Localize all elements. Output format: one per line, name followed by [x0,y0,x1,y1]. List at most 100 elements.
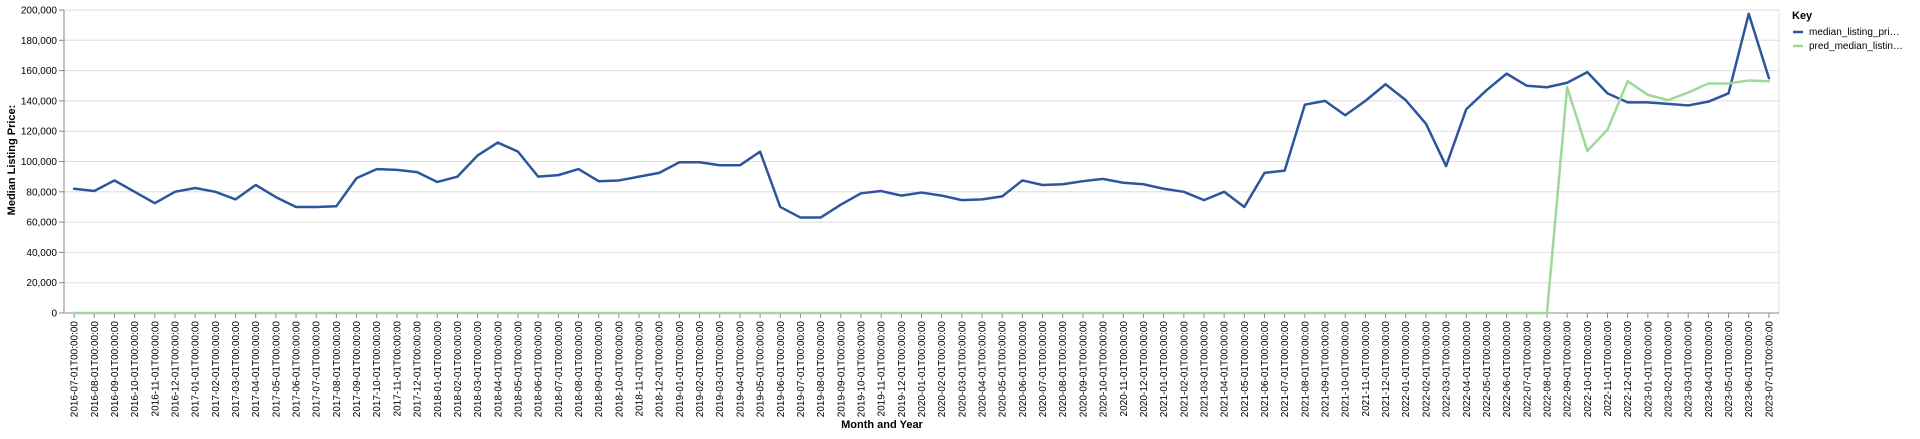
y-tick-label: 160,000 [21,66,58,77]
x-tick-label: 2017-06-01T00:00:00 [292,321,303,418]
x-tick-label: 2019-08-01T00:00:00 [816,321,827,418]
x-tick-label: 2020-02-01T00:00:00 [937,321,948,418]
x-tick-label: 2019-01-01T00:00:00 [675,321,686,418]
x-tick-label: 2017-09-01T00:00:00 [352,321,363,418]
y-axis-ticks: 0 20,000 40,000 60,000 80,000 100,000 120,000 1… [21,6,64,320]
series-line-pred-median-listing-price [72,79,1771,315]
legend-label-pred-median-listing-price: pred_median_listin… [1809,41,1903,52]
x-tick-label: 2022-10-01T00:00:00 [1583,321,1594,418]
series-line-median-listing-price [72,12,1771,219]
legend-label-median-listing-price: median_listing_pri… [1809,27,1900,38]
x-tick-label: 2017-05-01T00:00:00 [271,321,282,418]
legend-item-median-listing-price[interactable]: median_listing_pri… [1793,27,1900,38]
x-tick-label: 2021-04-01T00:00:00 [1220,321,1231,418]
x-tick-label: 2020-09-01T00:00:00 [1078,321,1089,418]
x-tick-label: 2019-05-01T00:00:00 [756,321,767,418]
x-tick-label: 2019-09-01T00:00:00 [836,321,847,418]
y-tick-label: 40,000 [26,248,57,259]
x-tick-label: 2019-12-01T00:00:00 [897,321,908,418]
x-tick-label: 2019-04-01T00:00:00 [735,321,746,418]
x-tick-label: 2017-02-01T00:00:00 [211,321,222,418]
x-tick-label: 2016-09-01T00:00:00 [110,321,121,418]
x-tick-label: 2018-01-01T00:00:00 [433,321,444,418]
x-tick-label: 2020-07-01T00:00:00 [1038,321,1049,418]
series-lines [72,12,1771,315]
x-tick-label: 2019-03-01T00:00:00 [715,321,726,418]
x-tick-label: 2019-10-01T00:00:00 [856,321,867,418]
gridlines [64,9,1780,314]
x-tick-label: 2017-04-01T00:00:00 [251,321,262,418]
x-tick-label: 2019-11-01T00:00:00 [877,321,888,417]
x-tick-label: 2022-03-01T00:00:00 [1442,321,1453,418]
x-tick-label: 2023-06-01T00:00:00 [1744,321,1755,418]
x-tick-label: 2017-07-01T00:00:00 [312,321,323,418]
x-tick-label: 2020-06-01T00:00:00 [1018,321,1029,418]
x-tick-label: 2018-10-01T00:00:00 [614,321,625,418]
x-tick-label: 2023-03-01T00:00:00 [1684,321,1695,418]
x-tick-label: 2020-12-01T00:00:00 [1139,321,1150,418]
x-tick-label: 2022-11-01T00:00:00 [1603,321,1614,417]
y-tick-label: 180,000 [21,36,58,47]
x-tick-label: 2021-09-01T00:00:00 [1321,321,1332,418]
x-tick-label: 2020-05-01T00:00:00 [998,321,1009,418]
x-tick-label: 2018-03-01T00:00:00 [473,321,484,418]
y-tick-label: 100,000 [21,157,58,168]
x-tick-label: 2022-01-01T00:00:00 [1401,321,1412,418]
x-tick-label: 2022-08-01T00:00:00 [1542,321,1553,418]
x-tick-label: 2021-03-01T00:00:00 [1199,321,1210,418]
x-tick-label: 2023-05-01T00:00:00 [1724,321,1735,418]
x-tick-label: 2018-09-01T00:00:00 [594,321,605,418]
x-tick-label: 2023-04-01T00:00:00 [1704,321,1715,418]
x-tick-label: 2022-12-01T00:00:00 [1623,321,1634,418]
x-tick-label: 2016-07-01T00:00:00 [70,321,81,418]
x-tick-label: 2016-11-01T00:00:00 [150,321,161,417]
x-tick-label: 2021-01-01T00:00:00 [1159,321,1170,418]
x-tick-label: 2019-02-01T00:00:00 [695,321,706,418]
x-axis-ticks: 2016-07-01T00:00:00 2016-08-01T00:00:00 20… [70,313,1775,418]
y-tick-label: 200,000 [21,6,58,17]
x-tick-label: 2022-04-01T00:00:00 [1462,321,1473,418]
x-tick-label: 2021-12-01T00:00:00 [1381,321,1392,418]
x-tick-label: 2021-08-01T00:00:00 [1300,321,1311,418]
x-tick-label: 2020-04-01T00:00:00 [978,321,989,418]
x-tick-label: 2020-11-01T00:00:00 [1119,321,1130,417]
x-tick-label: 2017-10-01T00:00:00 [372,321,383,418]
x-tick-label: 2021-07-01T00:00:00 [1280,321,1291,418]
x-tick-label: 2016-12-01T00:00:00 [170,321,181,418]
x-tick-label: 2022-07-01T00:00:00 [1522,321,1533,418]
x-tick-label: 2020-01-01T00:00:00 [917,321,928,418]
x-tick-label: 2017-11-01T00:00:00 [392,321,403,417]
y-tick-label: 80,000 [26,187,57,198]
x-tick-label: 2018-02-01T00:00:00 [453,321,464,418]
x-tick-label: 2022-02-01T00:00:00 [1421,321,1432,418]
x-tick-label: 2023-01-01T00:00:00 [1643,321,1654,418]
x-tick-label: 2016-08-01T00:00:00 [90,321,101,418]
x-tick-label: 2022-09-01T00:00:00 [1563,321,1574,418]
y-axis-title: Median Listing Price: [6,105,18,216]
x-tick-label: 2017-12-01T00:00:00 [413,321,424,418]
y-tick-label: 140,000 [21,96,58,107]
x-tick-label: 2021-05-01T00:00:00 [1240,321,1251,418]
x-tick-label: 2016-10-01T00:00:00 [130,321,141,418]
x-tick-label: 2022-05-01T00:00:00 [1482,321,1493,418]
x-tick-label: 2021-02-01T00:00:00 [1179,321,1190,418]
y-tick-label: 120,000 [21,127,58,138]
x-tick-label: 2018-07-01T00:00:00 [554,321,565,418]
x-tick-label: 2021-11-01T00:00:00 [1361,321,1372,417]
x-tick-label: 2021-10-01T00:00:00 [1341,321,1352,418]
x-tick-label: 2018-11-01T00:00:00 [635,321,646,417]
legend[interactable]: Key median_listing_pri… pred_median_list… [1792,10,1903,52]
x-tick-label: 2017-03-01T00:00:00 [231,321,242,418]
legend-title: Key [1792,10,1813,22]
x-tick-label: 2018-04-01T00:00:00 [493,321,504,418]
y-tick-label: 20,000 [26,278,57,289]
y-tick-label: 0 [51,309,57,320]
x-tick-label: 2017-08-01T00:00:00 [332,321,343,418]
legend-item-pred-median-listing-price[interactable]: pred_median_listin… [1793,41,1903,52]
x-tick-label: 2017-01-01T00:00:00 [191,321,202,418]
y-tick-label: 60,000 [26,218,57,229]
x-tick-label: 2018-05-01T00:00:00 [513,321,524,418]
x-tick-label: 2022-06-01T00:00:00 [1502,321,1513,418]
x-tick-label: 2018-08-01T00:00:00 [574,321,585,418]
